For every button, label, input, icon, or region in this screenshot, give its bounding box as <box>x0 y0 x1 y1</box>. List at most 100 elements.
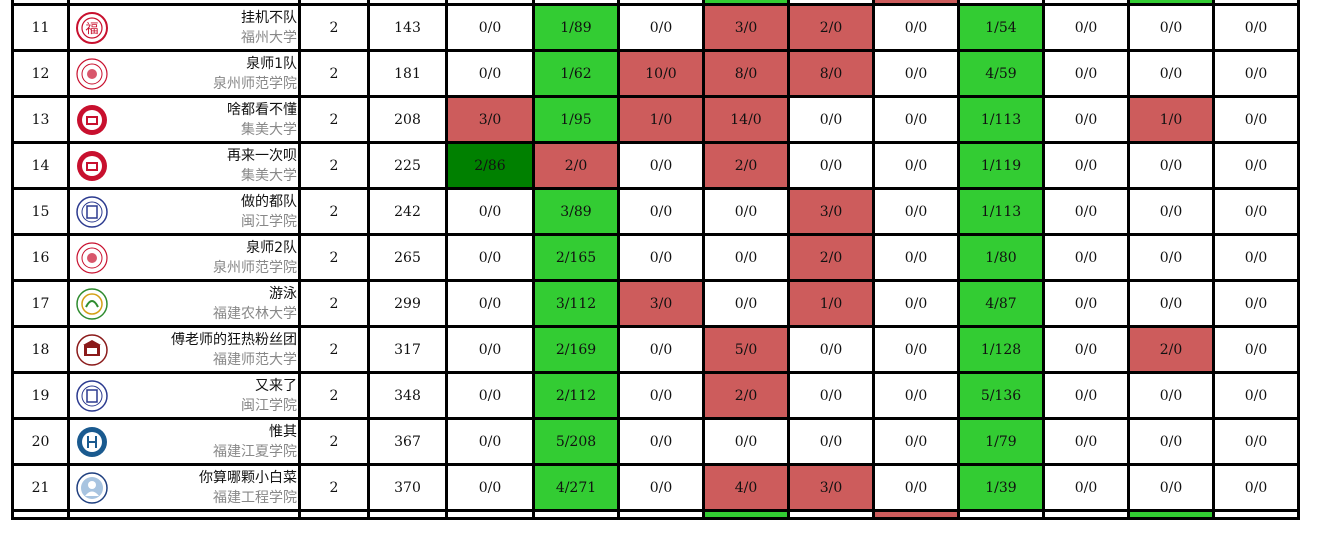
problem-cell: 0/0 <box>445 417 535 466</box>
problem-cell: 3/0 <box>787 187 875 236</box>
team-cell: 啥都看不懂 集美大学 <box>67 95 301 144</box>
partial-row-bottom <box>11 509 1300 520</box>
team-cell: 泉师1队 泉州师范学院 <box>67 49 301 98</box>
solved-cell: 2 <box>298 187 370 236</box>
partial-row-top-cell <box>617 0 705 6</box>
problem-cell: 0/0 <box>872 95 960 144</box>
rank-cell: 20 <box>11 417 70 466</box>
problem-cell: 0/0 <box>702 187 790 236</box>
problem-cell: 0/0 <box>617 325 705 374</box>
problem-cell: 0/0 <box>1042 187 1130 236</box>
problem-cell: 5/0 <box>702 325 790 374</box>
fjnu-logo <box>76 333 108 366</box>
team-name: 惟其 <box>269 423 297 440</box>
problem-cell: 0/0 <box>617 141 705 190</box>
mju-logo <box>76 195 108 228</box>
fzu-logo: 福 <box>76 11 108 44</box>
partial-row-bottom-cell <box>1127 509 1215 520</box>
solved-cell: 2 <box>298 233 370 282</box>
problem-cell: 0/0 <box>872 371 960 420</box>
problem-cell: 1/54 <box>957 3 1045 52</box>
problem-cell: 0/0 <box>1212 463 1300 512</box>
problem-cell: 0/0 <box>787 141 875 190</box>
table-row: 12 泉师1队 泉州师范学院 2 181 0/0 1/62 10/0 8/0 8/0 0/0 4/59… <box>11 49 1300 98</box>
problem-cell: 4/87 <box>957 279 1045 328</box>
problem-cell: 0/0 <box>702 279 790 328</box>
svg-text:福: 福 <box>85 22 98 37</box>
problem-cell: 4/59 <box>957 49 1045 98</box>
table-row: 20 惟其 福建江夏学院 2 367 0/0 5/208 0/0 0/0 0/0 0/0 1/79 0/… <box>11 417 1300 466</box>
school-name: 福州大学 <box>241 29 297 46</box>
problem-cell: 0/0 <box>617 233 705 282</box>
table-row: 16 泉师2队 泉州师范学院 2 265 0/0 2/165 0/0 0/0 2/0 0/0 1/80… <box>11 233 1300 282</box>
problem-cell: 0/0 <box>1042 233 1130 282</box>
fafu-logo <box>76 287 108 320</box>
rank-cell: 14 <box>11 141 70 190</box>
table-row: 14 再来一次呗 集美大学 2 225 2/86 2/0 0/0 2/0 0/0 0/0 1/119 0… <box>11 141 1300 190</box>
team-name: 啥都看不懂 <box>227 101 297 118</box>
team-cell: 傅老师的狂热粉丝团 福建师范大学 <box>67 325 301 374</box>
problem-cell: 1/113 <box>957 187 1045 236</box>
problem-cell: 1/95 <box>532 95 620 144</box>
penalty-cell: 299 <box>367 279 448 328</box>
problem-cell: 10/0 <box>617 49 705 98</box>
problem-cell: 0/0 <box>1212 325 1300 374</box>
partial-row-bottom-cell <box>957 509 1045 520</box>
jmu-logo <box>77 150 107 181</box>
problem-cell: 0/0 <box>787 325 875 374</box>
partial-row-bottom-cell <box>367 509 448 520</box>
problem-cell: 2/86 <box>445 141 535 190</box>
partial-row-top-cell <box>872 0 960 6</box>
problem-cell: 1/0 <box>617 95 705 144</box>
problem-cell: 0/0 <box>1127 279 1215 328</box>
partial-row-bottom-cell <box>445 509 535 520</box>
table-row: 13 啥都看不懂 集美大学 2 208 3/0 1/95 1/0 14/0 0/0 0/0 1/113… <box>11 95 1300 144</box>
team-cell: 惟其 福建江夏学院 <box>67 417 301 466</box>
penalty-cell: 208 <box>367 95 448 144</box>
partial-row-top-cell <box>67 0 301 6</box>
jmu-logo <box>77 104 107 135</box>
partial-row-bottom-cell <box>11 509 70 520</box>
partial-row-top-cell <box>1212 0 1300 6</box>
rank-cell: 12 <box>11 49 70 98</box>
team-name: 你算哪颗小白菜 <box>199 469 297 486</box>
partial-row-top-cell <box>367 0 448 6</box>
rank-cell: 15 <box>11 187 70 236</box>
problem-cell: 0/0 <box>1042 463 1130 512</box>
problem-cell: 0/0 <box>1212 3 1300 52</box>
problem-cell: 0/0 <box>872 3 960 52</box>
problem-cell: 0/0 <box>1212 233 1300 282</box>
problem-cell: 0/0 <box>787 417 875 466</box>
problem-cell: 1/80 <box>957 233 1045 282</box>
problem-cell: 5/208 <box>532 417 620 466</box>
problem-cell: 2/0 <box>532 141 620 190</box>
mju-logo <box>76 379 108 412</box>
problem-cell: 0/0 <box>702 417 790 466</box>
team-name: 泉师2队 <box>246 239 297 256</box>
problem-cell: 0/0 <box>617 371 705 420</box>
problem-cell: 0/0 <box>445 371 535 420</box>
problem-cell: 0/0 <box>872 141 960 190</box>
problem-cell: 0/0 <box>872 233 960 282</box>
penalty-cell: 367 <box>367 417 448 466</box>
problem-cell: 0/0 <box>445 463 535 512</box>
table-row: 21 你算哪颗小白菜 福建工程学院 2 370 0/0 4/271 0/0 4/0 3/0 0/0 1… <box>11 463 1300 512</box>
rank-cell: 13 <box>11 95 70 144</box>
rank-cell: 17 <box>11 279 70 328</box>
problem-cell: 0/0 <box>872 279 960 328</box>
solved-cell: 2 <box>298 3 370 52</box>
problem-cell: 2/0 <box>702 141 790 190</box>
problem-cell: 0/0 <box>1212 95 1300 144</box>
problem-cell: 3/0 <box>702 3 790 52</box>
problem-cell: 0/0 <box>872 49 960 98</box>
partial-row-bottom-cell <box>787 509 875 520</box>
problem-cell: 8/0 <box>787 49 875 98</box>
problem-cell: 0/0 <box>1042 325 1130 374</box>
problem-cell: 3/0 <box>445 95 535 144</box>
partial-row-top-cell <box>787 0 875 6</box>
school-name: 集美大学 <box>241 167 297 184</box>
partial-row-top-cell <box>11 0 70 6</box>
problem-cell: 0/0 <box>1127 187 1215 236</box>
team-cell: 福 挂机不队 福州大学 <box>67 3 301 52</box>
problem-cell: 0/0 <box>1042 279 1130 328</box>
